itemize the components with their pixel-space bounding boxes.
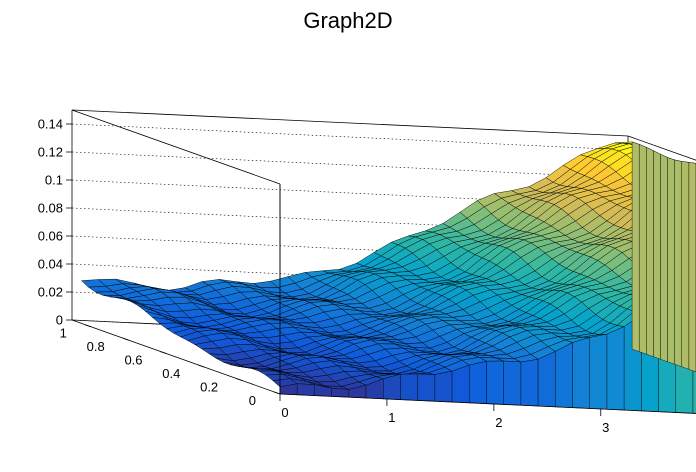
y-tick-label: 0.2: [200, 380, 218, 395]
surface-strip-15: [187, 196, 696, 350]
y-tick-label: 0: [249, 393, 256, 408]
skirt-cell: [417, 373, 436, 402]
skirt-cell: [503, 360, 522, 406]
axis-line-0: [71, 319, 281, 395]
skirt-cell: [520, 359, 539, 407]
x-tick-label: 0: [281, 405, 288, 420]
skirt-cell: [653, 150, 661, 360]
skirt-cell: [688, 162, 696, 373]
skirt-cell: [660, 153, 668, 363]
skirt-cell: [674, 159, 682, 368]
skirt-cell: [631, 141, 640, 352]
skirt-cell: [681, 161, 690, 370]
skirt-cell: [297, 383, 315, 396]
y-tick-3: [160, 351, 167, 355]
skirt-cell: [451, 364, 470, 404]
skirt-cell: [400, 373, 418, 401]
chart-title: Graph2D: [303, 8, 392, 33]
z-tick-label: 0.14: [38, 117, 63, 132]
skirt-cell: [639, 144, 647, 355]
x-tick-label: 3: [602, 420, 609, 435]
skirt-cell: [646, 146, 654, 357]
skirt-cell: [572, 337, 590, 409]
y-tick-label: 0.8: [87, 339, 105, 354]
y-tick-4: [122, 337, 129, 341]
skirt-cell: [555, 342, 573, 408]
skirt-cell: [469, 360, 487, 404]
axes: 0 0.02 0.04 0.06 0.08 0.1 0.12 0.14 0 0.2 0.4 0.6 0.…: [38, 117, 696, 435]
z-tick-label: 0.12: [38, 145, 63, 160]
skirt-cell: [486, 360, 504, 405]
z-tick-label: 0.04: [38, 257, 63, 272]
y-tick-5: [84, 324, 92, 328]
z-tick-label: 0.02: [38, 285, 63, 300]
surface-plot: [80, 141, 696, 414]
y-tick-label: 0.4: [162, 366, 180, 381]
surface-strip-6: [123, 156, 682, 318]
skirt-cell: [383, 373, 401, 400]
skirt-cell: [331, 388, 350, 398]
x-tick-label: 2: [495, 415, 502, 430]
surface-strip-18: [208, 222, 696, 362]
x-tick-label: 1: [388, 410, 395, 425]
z-tick-label: 0: [56, 313, 63, 328]
axis-line-1: [279, 393, 696, 414]
skirt-cell: [434, 370, 453, 403]
frame-edge-3: [627, 135, 696, 161]
y-tick-1: [236, 378, 243, 381]
skirt-cell: [589, 333, 608, 410]
y-tick-label: 0.6: [124, 353, 142, 368]
z-tick-label: 0.06: [38, 229, 63, 244]
skirt-cell: [537, 351, 556, 408]
y-tick-2: [198, 364, 205, 368]
z-tick-label: 0.08: [38, 201, 63, 216]
skirt-cell: [606, 326, 625, 411]
z-tick-label: 0.1: [45, 173, 63, 188]
y-tick-0: [273, 391, 281, 395]
frame-edge-4: [71, 109, 281, 185]
frame-edge-2: [71, 109, 629, 137]
y-tick-label: 1: [60, 326, 67, 341]
skirt-cell: [667, 157, 675, 365]
